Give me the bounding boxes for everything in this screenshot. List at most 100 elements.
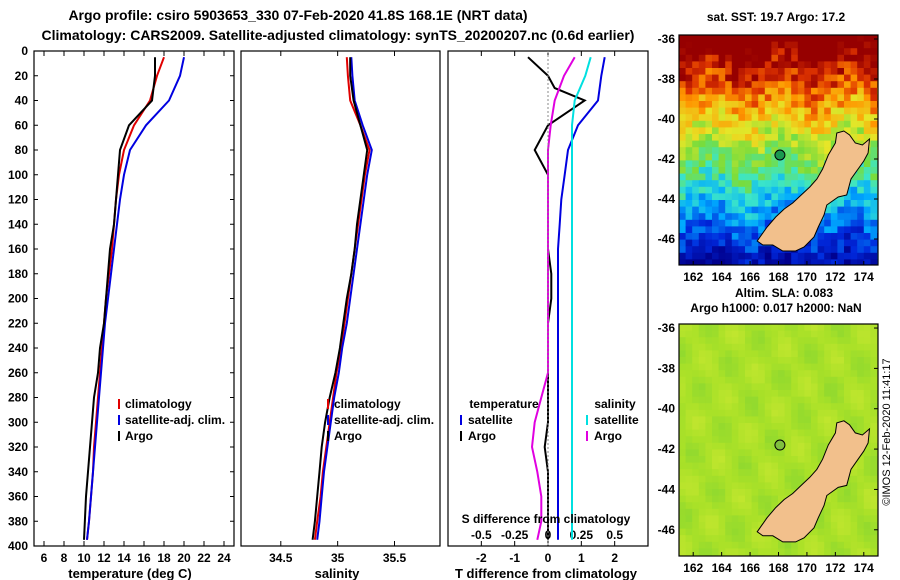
map-cell — [824, 41, 832, 49]
map-cell — [791, 324, 799, 331]
map-cell — [784, 390, 792, 397]
map-cell — [692, 48, 700, 56]
map-cell — [844, 482, 851, 490]
map-cell — [784, 153, 792, 161]
map-cell — [685, 429, 693, 437]
map-cell — [764, 246, 772, 254]
map-cell — [791, 252, 799, 260]
map-cell — [712, 219, 719, 227]
map-cell — [731, 396, 739, 404]
map-cell — [751, 376, 759, 384]
map-cell — [824, 376, 832, 384]
map-cell — [784, 442, 792, 450]
map-cell — [751, 120, 759, 128]
map-cell — [758, 396, 766, 404]
map-cell — [797, 429, 805, 437]
map-cell — [758, 81, 766, 89]
map-cell — [870, 206, 878, 214]
map-cell — [811, 462, 818, 470]
map-cell — [745, 173, 752, 181]
map-cell — [824, 409, 832, 417]
depth-tick-label: 80 — [15, 143, 29, 157]
map-cell — [817, 416, 825, 424]
map-cell — [870, 462, 878, 470]
map-cell — [870, 246, 878, 254]
map-lat-label: -36 — [658, 32, 676, 46]
map-cell — [804, 74, 812, 82]
map-cell — [824, 528, 832, 536]
x-tick-label: 6 — [41, 551, 48, 565]
map-cell — [725, 330, 733, 338]
map-cell — [758, 337, 766, 345]
map-cell — [870, 370, 878, 378]
map-cell — [797, 186, 805, 194]
map-cell — [797, 442, 805, 450]
series-line-satellite-adj-clim- — [316, 57, 373, 540]
map-cell — [791, 343, 799, 351]
map-cell — [738, 41, 746, 49]
map-cell — [764, 54, 772, 62]
map-cell — [718, 337, 726, 345]
map-cell — [771, 114, 779, 122]
map-cell — [758, 147, 766, 155]
map-cell — [791, 442, 799, 450]
legend-label-satellite: satellite-adj. clim. — [334, 413, 434, 427]
x-tick-label: 22 — [197, 551, 211, 565]
map-cell — [679, 409, 686, 417]
map-cell — [712, 173, 719, 181]
map-cell — [685, 343, 693, 351]
map-cell — [784, 423, 792, 430]
map-cell — [751, 160, 759, 168]
map-cell — [718, 541, 726, 549]
depth-tick-label: 380 — [8, 514, 28, 528]
map-cell — [771, 416, 779, 424]
map-cell — [771, 160, 779, 168]
map-cell — [791, 456, 799, 463]
map-cell — [830, 120, 838, 128]
map-cell — [758, 114, 766, 122]
map-cell — [837, 548, 845, 556]
map-cell — [857, 403, 865, 411]
map-cell — [797, 462, 805, 470]
map-cell — [725, 226, 733, 234]
map-cell — [751, 140, 759, 148]
map-cell — [784, 140, 792, 148]
map-cell — [705, 233, 713, 240]
map-cell — [751, 535, 759, 543]
map-cell — [731, 508, 739, 516]
map-cell — [850, 502, 858, 510]
map-cell — [857, 173, 865, 181]
map-cell — [784, 68, 792, 75]
map-cell — [778, 68, 785, 75]
map-cell — [844, 246, 851, 254]
map-cell — [857, 495, 865, 503]
map-cell — [685, 403, 693, 411]
map-cell — [857, 456, 865, 463]
map-cell — [764, 475, 772, 483]
map-cell — [784, 48, 792, 56]
map-cell — [758, 54, 766, 62]
map-cell — [844, 213, 851, 221]
map-cell — [692, 87, 700, 95]
map-cell — [830, 409, 838, 417]
map-cell — [797, 541, 805, 549]
map-cell — [685, 495, 693, 503]
map-cell — [679, 134, 686, 141]
map-cell — [804, 252, 812, 260]
map-cell — [837, 252, 845, 260]
map-cell — [751, 153, 759, 161]
map-cell — [837, 233, 845, 240]
map-cell — [830, 508, 838, 516]
map-cell — [692, 259, 700, 265]
map-cell — [738, 423, 746, 430]
map-cell — [817, 167, 825, 174]
map-cell — [712, 528, 719, 536]
map-cell — [784, 193, 792, 201]
map-cell — [758, 94, 766, 102]
map-cell — [745, 357, 752, 364]
map-cell — [824, 114, 832, 122]
map-cell — [863, 41, 871, 49]
map-cell — [857, 54, 865, 62]
s-tick-label: 0.25 — [570, 528, 594, 542]
map-cell — [778, 87, 785, 95]
